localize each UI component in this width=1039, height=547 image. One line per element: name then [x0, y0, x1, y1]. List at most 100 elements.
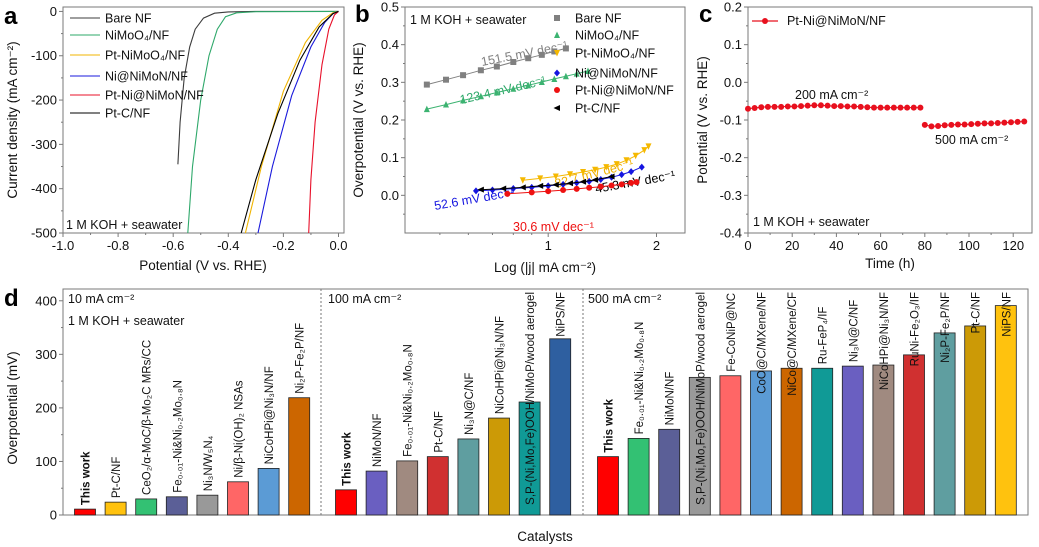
a-y-tick-label: -300: [31, 137, 57, 152]
d-plot-frame: [62, 288, 1029, 516]
b-y-tick-label: 0.3: [381, 75, 399, 90]
b-fit-line: [426, 47, 567, 86]
d-bar: [104, 501, 127, 516]
b-y-tick-label: 0.0: [381, 188, 399, 203]
c-data-point: [851, 103, 858, 110]
b-data-point: [562, 45, 569, 52]
b-data-point: [489, 186, 496, 194]
c-series-line: [924, 121, 1025, 127]
c-data-point: [928, 123, 935, 130]
b-y-label: Overpotential (V vs. RHE): [351, 42, 366, 197]
b-legend-marker: [554, 31, 560, 38]
c-data-point: [745, 105, 751, 112]
a-x-tick-label: 0.0: [329, 238, 347, 253]
d-group-label-500: 500 mA cm⁻²: [588, 292, 661, 306]
d-bar-label: Ni₃N@C/NF: [848, 300, 860, 362]
d-bar: [135, 498, 158, 516]
c-data-point: [864, 104, 871, 111]
b-data-point: [562, 72, 569, 80]
d-bar-label: Pt-C/NF: [971, 292, 983, 334]
a-x-tick-label: -0.4: [217, 238, 239, 253]
a-x-tick-label: -0.8: [107, 238, 129, 253]
b-data-point: [519, 184, 526, 191]
b-data-point: [633, 179, 640, 186]
c-x-tick-label: 60: [873, 238, 887, 253]
a-legend-label: Pt-NiMoO₄/NF: [105, 49, 185, 63]
c-data-point: [784, 103, 791, 110]
b-data-point: [528, 189, 535, 196]
d-group-label-100: 100 mA cm⁻²: [328, 292, 401, 306]
c-data-point: [804, 102, 811, 109]
c-data-point: [870, 104, 877, 111]
c-label-500: 500 mA cm⁻²: [935, 133, 1008, 147]
b-data-point: [586, 177, 593, 185]
b-data-point: [442, 76, 449, 83]
d-bar: [165, 496, 188, 516]
a-series-line: [240, 10, 339, 234]
c-x-tick-label: 20: [785, 238, 799, 253]
b-legend-marker: [554, 87, 560, 93]
d-bar: [396, 460, 419, 516]
b-y-tick-label: 0.4: [381, 37, 399, 52]
d-bar-label: NiMoN/NF: [372, 413, 384, 467]
c-data-point: [817, 102, 824, 109]
b-data-point: [645, 143, 652, 150]
a-y-label: Current density (mA cm⁻²): [5, 41, 20, 198]
a-y-tick-label: -400: [31, 181, 57, 196]
c-data-point: [897, 104, 904, 111]
b-data-point: [460, 96, 467, 104]
d-bar-label: S,P-(Ni,Mo,Fe)OOH/NiMoP/wood aerogel: [695, 292, 707, 505]
d-x-label: Catalysts: [517, 529, 573, 544]
b-data-point: [510, 58, 517, 65]
d-bar: [549, 338, 572, 516]
c-data-point: [811, 102, 818, 109]
c-data-point: [961, 121, 968, 128]
b-data-point: [552, 173, 559, 180]
d-y-tick-label: 300: [35, 347, 57, 362]
c-data-point: [917, 104, 924, 111]
d-bar: [365, 470, 388, 516]
c-legend-label: Pt-Ni@NiMoN/NF: [787, 14, 886, 28]
a-legend-label: NiMoO₄/NF: [105, 29, 169, 43]
d-bar: [872, 364, 895, 516]
b-data-point: [628, 168, 635, 176]
b-data-point: [519, 177, 526, 184]
b-data-point: [608, 182, 615, 189]
d-bar-label: Fe₀.₀₁-Ni&Ni₀.₂Mo₀.₈N: [634, 322, 646, 435]
d-bar: [227, 481, 249, 516]
a-series-line: [244, 10, 339, 234]
a-y-tick-label: -100: [31, 48, 57, 63]
c-data-point: [994, 120, 1001, 127]
panel-label-c: c: [699, 1, 712, 28]
b-data-point: [586, 184, 593, 191]
b-data-point: [638, 163, 645, 171]
a-condition-note: 1 M KOH + seawater: [66, 218, 182, 232]
a-series-line: [257, 10, 339, 234]
b-legend-label: Bare NF: [575, 12, 622, 26]
d-bar-label: This work: [81, 451, 93, 505]
b-data-point: [545, 182, 552, 190]
c-y-tick-label: 0.2: [724, 0, 742, 15]
b-data-point: [537, 175, 544, 182]
a-legend-label: Bare NF: [105, 12, 152, 26]
c-data-point: [935, 123, 942, 130]
b-data-point: [423, 105, 430, 113]
c-y-tick-label: -0.2: [720, 150, 742, 165]
b-data-point: [552, 181, 559, 188]
d-bar: [903, 354, 925, 516]
b-y-tick-label: 0.1: [381, 150, 399, 165]
b-data-point: [567, 171, 574, 178]
a-y-tick-label: -500: [31, 226, 57, 241]
b-x-tick-label: 2: [653, 238, 660, 253]
b-legend-marker: [553, 105, 560, 111]
b-data-point: [477, 67, 484, 74]
b-data-point: [560, 187, 567, 194]
b-data-point: [618, 181, 625, 188]
c-x-tick-label: 40: [829, 238, 843, 253]
b-data-point: [608, 173, 615, 180]
d-bar: [627, 438, 650, 516]
b-data-point: [641, 147, 648, 154]
a-y-tick-label: 0: [50, 4, 57, 19]
c-data-point: [954, 121, 961, 128]
d-bar-label: Fe₀.₀₁-Ni&Ni₀.₂Mo₀.₈N: [172, 380, 184, 493]
